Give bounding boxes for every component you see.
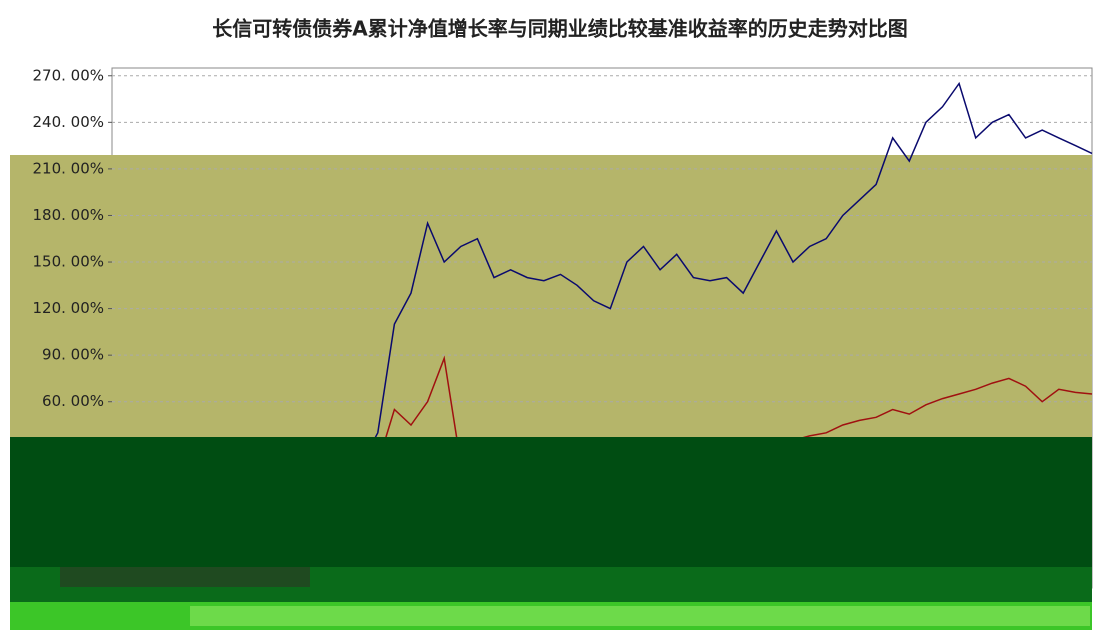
chart-title: 长信可转债债券A累计净值增长率与同期业绩比较基准收益率的历史走势对比图 bbox=[212, 17, 907, 41]
image-artifact bbox=[10, 155, 1092, 437]
y-tick-label: 90. 00% bbox=[42, 346, 104, 364]
y-tick-label: 240. 00% bbox=[32, 113, 104, 131]
image-artifact bbox=[60, 567, 310, 587]
y-tick-label: 210. 00% bbox=[32, 159, 104, 177]
image-artifact bbox=[10, 437, 1092, 567]
y-tick-label: 120. 00% bbox=[32, 299, 104, 317]
y-tick-label: 60. 00% bbox=[42, 392, 104, 410]
artifacts bbox=[10, 437, 1092, 630]
y-tick-label: 270. 00% bbox=[32, 66, 104, 84]
y-tick-label: 150. 00% bbox=[32, 253, 104, 271]
image-artifact bbox=[190, 606, 1090, 626]
y-tick-label: 180. 00% bbox=[32, 206, 104, 224]
